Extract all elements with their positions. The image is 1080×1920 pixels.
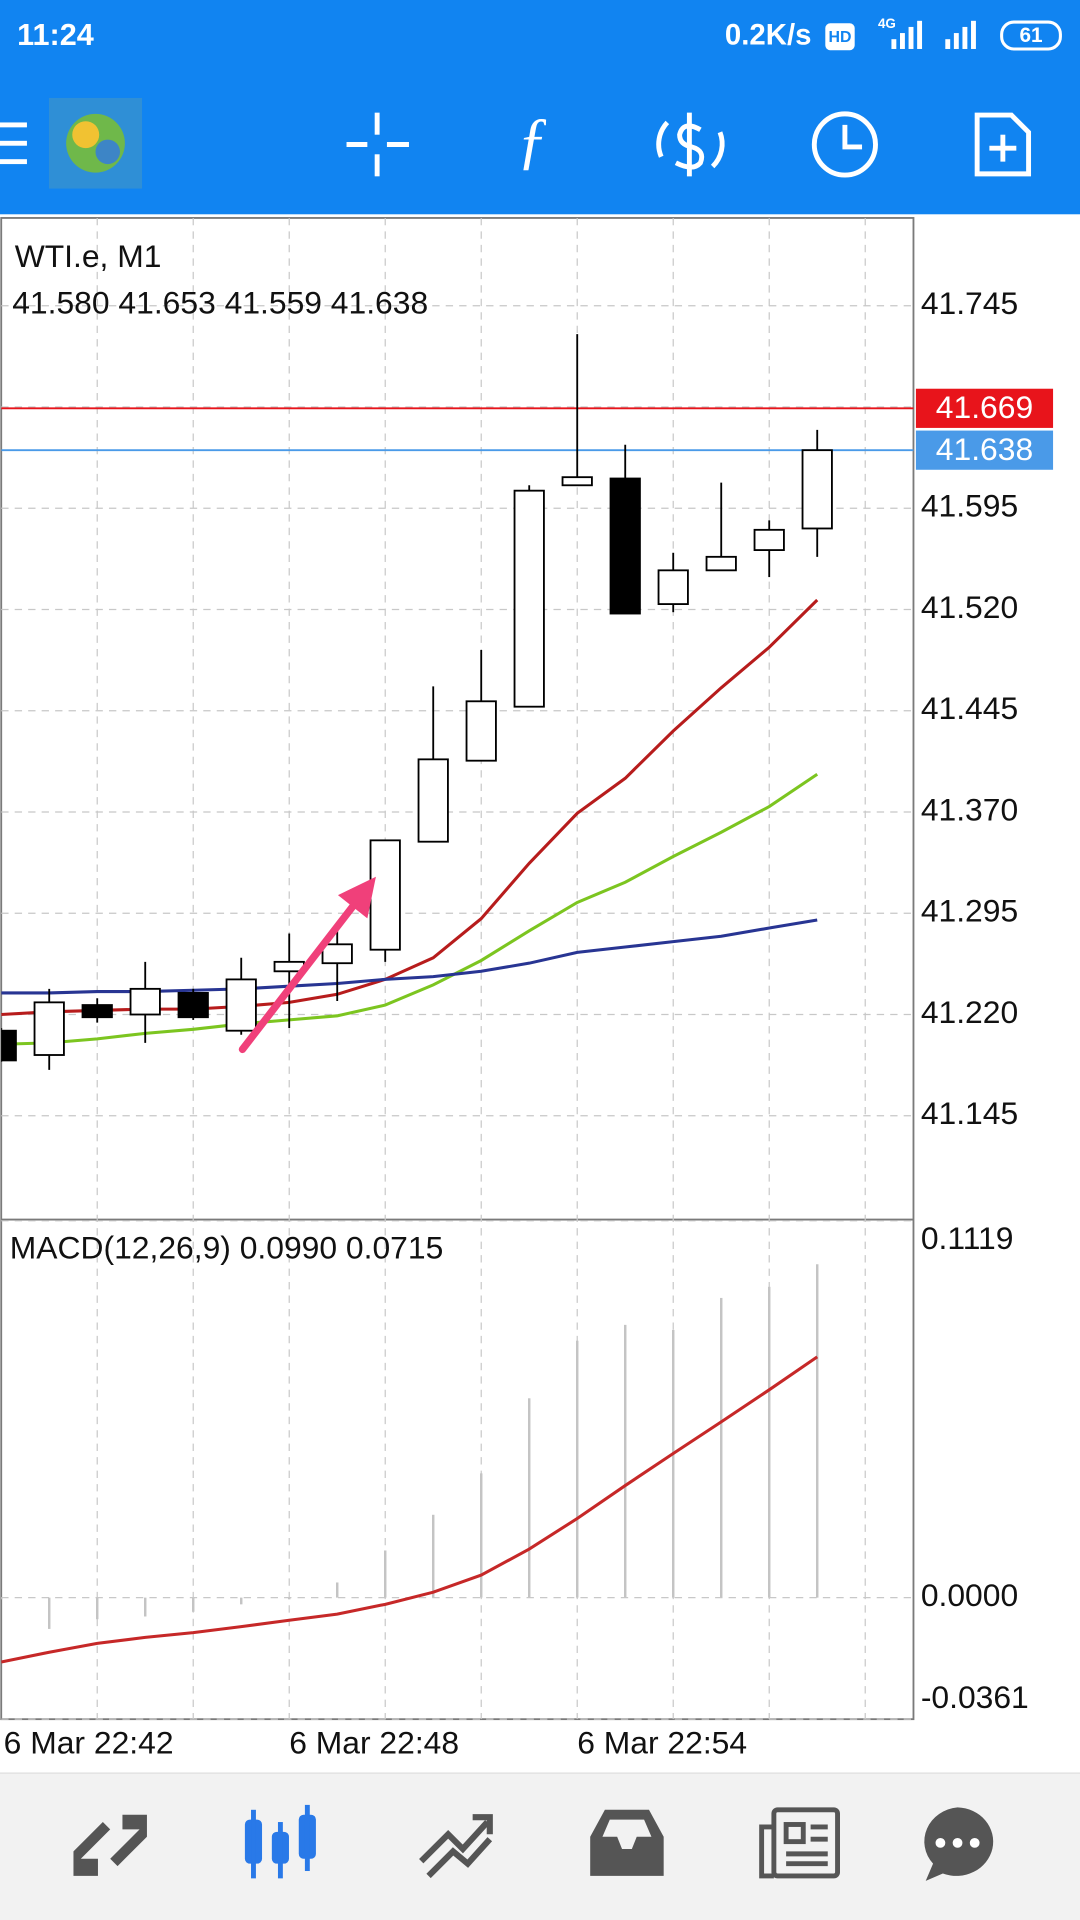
macd-title: MACD(12,26,9) 0.0990 0.0715: [10, 1230, 443, 1266]
candle-body: [1, 1029, 17, 1062]
histogram-bar: [288, 1597, 291, 1600]
candle-body: [225, 978, 257, 1032]
price-tag-label: 41.638: [936, 431, 1033, 467]
y-tick-label: -0.0361: [921, 1679, 1029, 1715]
chat-tab[interactable]: [924, 1807, 994, 1881]
battery-level: 61: [1019, 24, 1042, 47]
histogram-bar: [144, 1597, 147, 1617]
net-speed: 0.2K/s: [725, 19, 812, 52]
y-tick-label: 41.295: [921, 893, 1018, 929]
history-tab[interactable]: [590, 1809, 664, 1876]
candle-body: [513, 489, 545, 708]
candle-body: [465, 700, 497, 762]
price-tag: [915, 430, 1054, 470]
macd-plot: [1, 1264, 819, 1664]
news-tab[interactable]: [759, 1807, 841, 1879]
ohlc-readout: 41.580 41.653 41.559 41.638: [12, 284, 428, 320]
candle-body: [609, 477, 641, 615]
candle-body: [657, 569, 689, 605]
histogram-bar: [1, 1597, 3, 1600]
indicator-line: [1, 1355, 819, 1664]
histogram-bar: [240, 1597, 243, 1605]
symbol-title: WTI.e, M1: [15, 238, 162, 274]
period-button[interactable]: [811, 111, 878, 178]
new-order-button[interactable]: [974, 112, 1032, 177]
quotes-tab[interactable]: [73, 1814, 147, 1876]
chart-tab[interactable]: [244, 1804, 316, 1879]
x-tick-label: 6 Mar 22:54: [577, 1724, 747, 1760]
candle-body: [81, 1004, 113, 1019]
y-tick-label: 0.0000: [921, 1577, 1018, 1613]
candle-body: [321, 943, 353, 965]
trade-tab[interactable]: [419, 1814, 493, 1879]
signal-icon: [891, 20, 976, 49]
histogram-bar: [768, 1286, 771, 1598]
menu-icon[interactable]: [0, 122, 27, 165]
y-tick-label: 41.370: [921, 791, 1018, 827]
candle-body: [33, 1001, 65, 1056]
histogram-bar: [384, 1550, 387, 1598]
histogram-bar: [48, 1597, 51, 1629]
network-type: 4G: [878, 16, 896, 31]
indicators-button[interactable]: ƒ: [517, 105, 549, 176]
histogram-bar: [192, 1597, 195, 1612]
price-tag: [915, 388, 1054, 428]
y-tick-label: 41.445: [921, 690, 1018, 726]
crosshair-button[interactable]: [346, 112, 409, 177]
x-tick-label: 6 Mar 22:42: [4, 1724, 174, 1760]
histogram-bar: [624, 1324, 627, 1598]
clock: 11:24: [17, 18, 94, 52]
candle-body: [561, 476, 593, 487]
chart-frame: [0, 217, 915, 1721]
annotation-arrow: [238, 876, 376, 1054]
y-tick-label: 41.220: [921, 994, 1018, 1030]
indicator-line: [1, 772, 819, 1046]
histogram-bar: [720, 1297, 723, 1598]
histogram-bar: [480, 1473, 483, 1598]
hd-label: HD: [829, 29, 852, 46]
candle-body: [705, 555, 737, 572]
histogram-bar: [576, 1340, 579, 1598]
y-tick-label: 0.1119: [921, 1220, 1014, 1256]
candle-body: [369, 839, 401, 951]
candle-body: [129, 987, 161, 1016]
histogram-bar: [672, 1329, 675, 1598]
histogram-bar: [432, 1514, 435, 1598]
candle-body: [753, 528, 785, 551]
candle-body: [801, 449, 833, 530]
main-plot: [1, 334, 914, 1070]
x-tick-label: 6 Mar 22:48: [289, 1724, 459, 1760]
histogram-bar: [336, 1582, 339, 1598]
y-tick-label: 41.595: [921, 488, 1018, 524]
histogram-bar: [528, 1398, 531, 1598]
bottom-nav: [0, 1773, 1080, 1920]
histogram-bar: [816, 1264, 819, 1598]
macd-grid: [1, 1220, 914, 1720]
y-tick-label: 41.145: [921, 1095, 1018, 1131]
candle-body: [417, 758, 449, 843]
histogram-bar: [96, 1597, 99, 1620]
candle-body: [177, 991, 209, 1019]
battery-icon: [1000, 20, 1062, 51]
price-tag-label: 41.669: [936, 389, 1033, 425]
labels: 6 Mar 22:42 6 Mar 22:48 6 Mar 22:54 41.745 4…: [4, 285, 1054, 1760]
app-logo[interactable]: [48, 97, 143, 189]
y-tick-label: 41.745: [921, 285, 1018, 321]
y-tick-label: 41.520: [921, 589, 1018, 625]
hd-badge: [825, 23, 855, 51]
trade-button[interactable]: [656, 112, 725, 177]
